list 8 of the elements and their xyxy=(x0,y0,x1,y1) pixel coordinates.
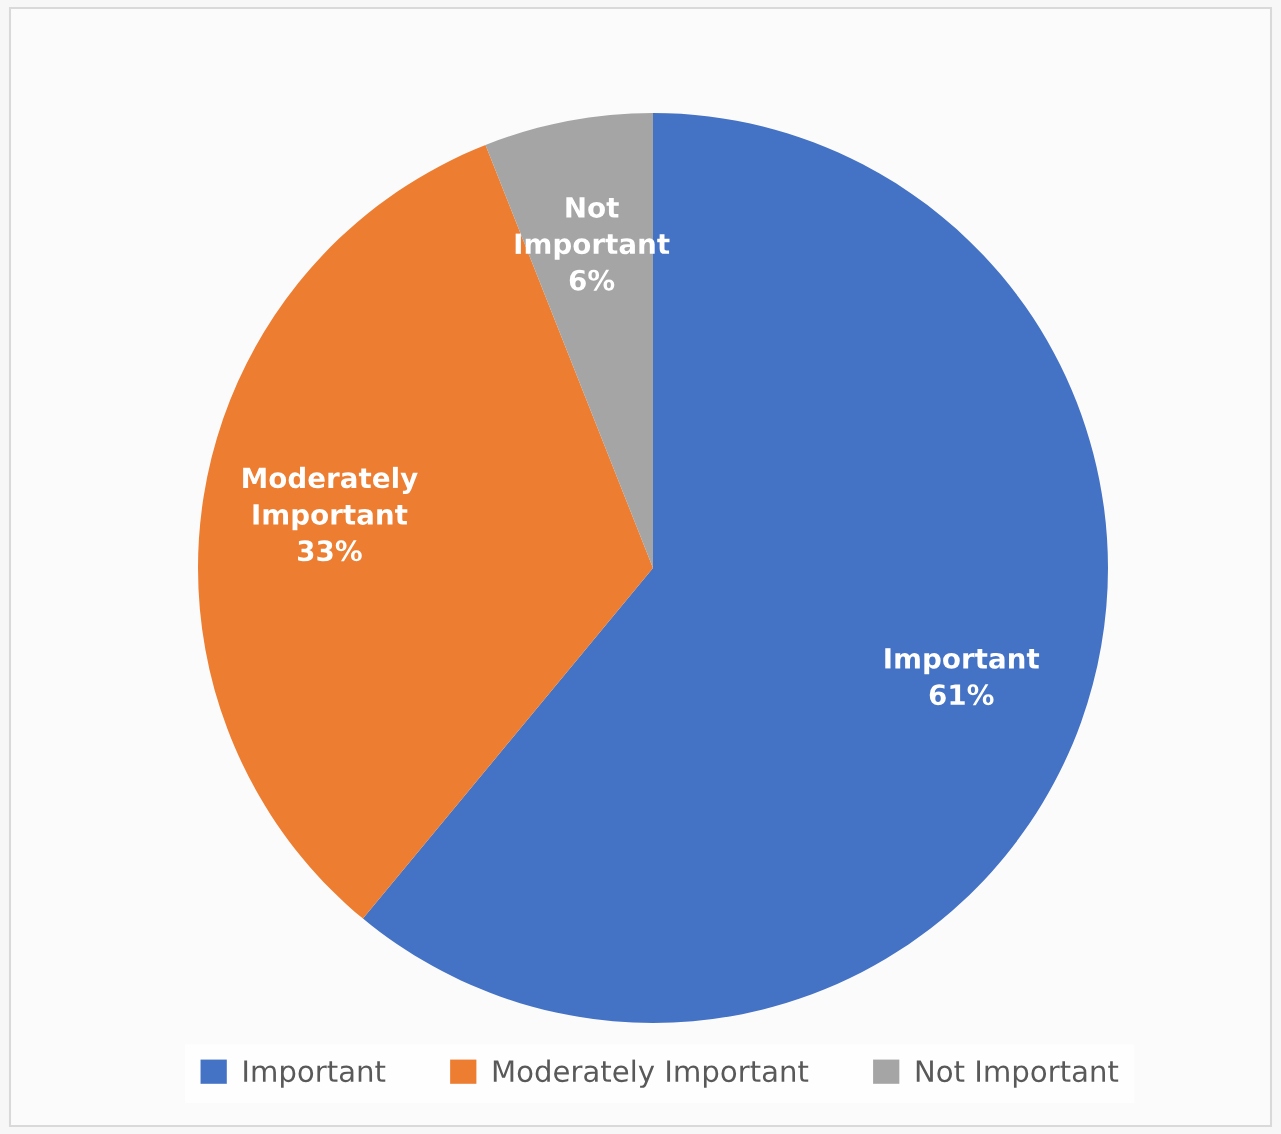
legend-label: Not Important xyxy=(916,1060,1119,1088)
slice-label: Moderately Important xyxy=(243,466,418,531)
legend-label: Moderately Important xyxy=(493,1059,809,1088)
slice-label: Important xyxy=(885,648,1040,675)
data-label: 6% xyxy=(569,269,615,291)
data-label: 61% xyxy=(929,684,994,706)
data-label: 33% xyxy=(298,540,362,562)
legend-label: Important xyxy=(244,1060,386,1088)
